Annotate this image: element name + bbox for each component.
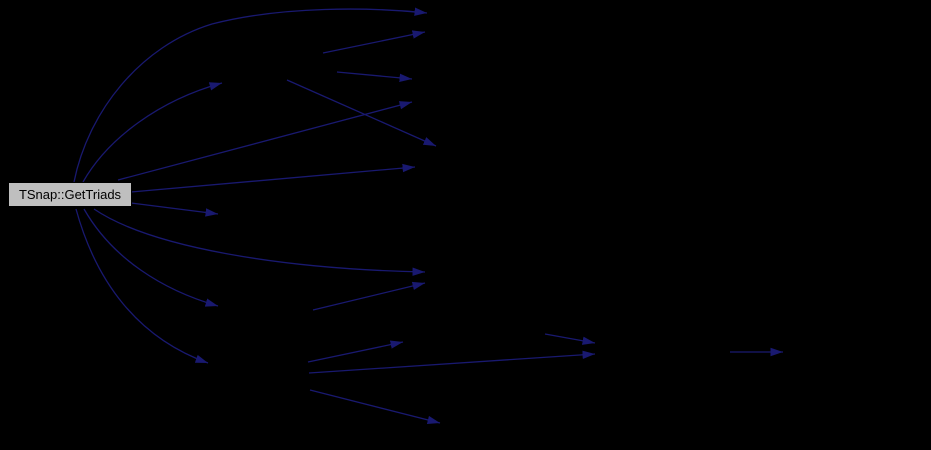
edge-root-to-top	[73, 7, 428, 183]
root-node-box	[8, 182, 132, 207]
edge-root-to-node-b	[83, 208, 219, 307]
edges-layer	[73, 7, 783, 424]
edge-node-c-far-right	[308, 350, 596, 374]
edge-node-a-up-right	[322, 30, 426, 54]
root-node: TSnap::GetTriads	[8, 182, 132, 207]
edge-root-to-lower-mid	[93, 208, 426, 276]
edge-root-to-node-c	[75, 208, 209, 364]
edge-node-c-down-right	[309, 389, 441, 424]
edge-root-to-upper-mid	[117, 101, 413, 181]
edge-root-to-node-e	[130, 202, 219, 217]
edge-root-to-mid	[130, 163, 416, 193]
edge-node-a-down-right	[286, 79, 437, 147]
edge-node-c-up-right	[307, 340, 404, 363]
edge-node-d-right	[544, 333, 596, 345]
edge-node-b-up-right	[312, 281, 426, 311]
root-node-label: TSnap::GetTriads	[19, 187, 122, 202]
edge-node-a-right	[336, 71, 413, 83]
edge-root-to-node-a	[82, 82, 223, 183]
